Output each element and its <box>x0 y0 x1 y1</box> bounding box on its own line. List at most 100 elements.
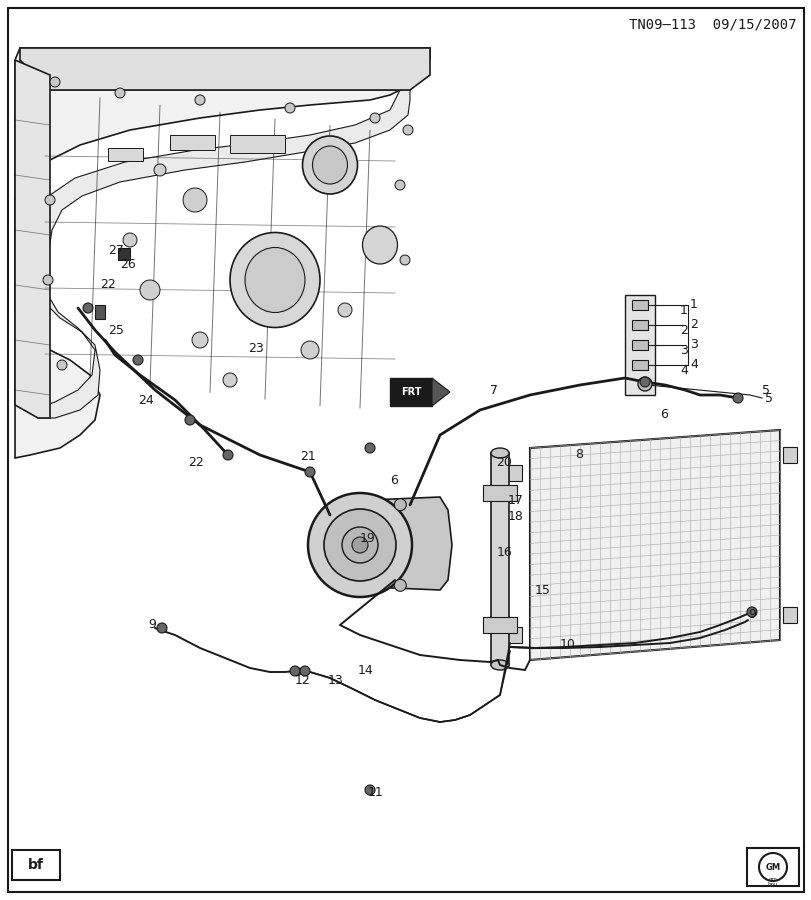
Polygon shape <box>20 48 430 90</box>
Text: 23: 23 <box>247 341 264 355</box>
Circle shape <box>394 580 406 591</box>
Circle shape <box>637 377 651 391</box>
Circle shape <box>365 785 375 795</box>
Text: 2: 2 <box>689 319 697 331</box>
Text: 15: 15 <box>534 583 550 597</box>
FancyBboxPatch shape <box>631 300 647 310</box>
Circle shape <box>133 355 143 365</box>
Circle shape <box>50 77 60 87</box>
Bar <box>169 135 215 150</box>
Circle shape <box>182 188 207 212</box>
Polygon shape <box>431 378 449 406</box>
Text: 17: 17 <box>508 493 523 507</box>
Text: 14: 14 <box>358 663 373 677</box>
Bar <box>118 248 130 260</box>
Text: 3: 3 <box>679 344 687 356</box>
Text: 24: 24 <box>138 393 153 407</box>
Bar <box>483 485 517 501</box>
Text: 13: 13 <box>328 673 343 687</box>
Ellipse shape <box>312 146 347 184</box>
Bar <box>483 617 517 633</box>
Text: 22: 22 <box>100 278 116 292</box>
Text: 20: 20 <box>496 455 511 469</box>
Bar <box>624 295 654 395</box>
Ellipse shape <box>245 248 305 312</box>
Ellipse shape <box>230 232 320 328</box>
Circle shape <box>57 360 67 370</box>
Bar <box>782 447 796 464</box>
Text: 19: 19 <box>359 533 375 545</box>
Text: gm
bpu: gm bpu <box>767 877 777 887</box>
Circle shape <box>400 255 410 265</box>
Circle shape <box>365 443 375 453</box>
Polygon shape <box>15 48 430 458</box>
Circle shape <box>290 666 299 676</box>
Circle shape <box>341 527 378 563</box>
Text: 18: 18 <box>508 510 523 524</box>
Circle shape <box>223 450 233 460</box>
Circle shape <box>43 275 53 285</box>
Text: 9: 9 <box>148 618 156 632</box>
Text: 25: 25 <box>108 323 124 337</box>
Circle shape <box>285 103 294 113</box>
Text: 6: 6 <box>659 409 667 421</box>
Text: 1: 1 <box>689 299 697 311</box>
Text: FRT: FRT <box>401 387 421 397</box>
Text: 4: 4 <box>689 358 697 372</box>
FancyBboxPatch shape <box>631 360 647 370</box>
Text: 5: 5 <box>764 392 772 404</box>
Text: 10: 10 <box>560 638 575 652</box>
Circle shape <box>639 377 649 387</box>
Circle shape <box>402 125 413 135</box>
Circle shape <box>370 113 380 123</box>
Bar <box>230 135 285 153</box>
Text: 27: 27 <box>108 244 124 256</box>
Polygon shape <box>15 60 50 418</box>
Circle shape <box>305 467 315 477</box>
Ellipse shape <box>491 660 508 670</box>
Circle shape <box>758 853 786 881</box>
Text: TN09–113  09/15/2007: TN09–113 09/15/2007 <box>629 18 796 32</box>
Circle shape <box>394 499 406 510</box>
Circle shape <box>122 233 137 247</box>
FancyBboxPatch shape <box>12 850 60 880</box>
Text: 2: 2 <box>679 323 687 337</box>
Text: 1: 1 <box>679 303 687 317</box>
Circle shape <box>139 280 160 300</box>
Bar <box>491 453 508 665</box>
FancyBboxPatch shape <box>631 340 647 350</box>
Text: bf: bf <box>28 858 44 872</box>
Circle shape <box>191 332 208 348</box>
Circle shape <box>195 95 204 105</box>
Text: 9: 9 <box>747 608 755 622</box>
Text: 6: 6 <box>389 473 397 487</box>
Circle shape <box>115 88 125 98</box>
Circle shape <box>337 303 351 317</box>
Bar <box>508 626 521 643</box>
Circle shape <box>223 373 237 387</box>
Text: GM: GM <box>765 862 779 871</box>
Text: 26: 26 <box>120 258 135 272</box>
Circle shape <box>307 493 411 597</box>
Bar <box>508 465 521 482</box>
Bar <box>782 607 796 623</box>
Circle shape <box>157 623 167 633</box>
Text: 16: 16 <box>496 546 512 560</box>
Polygon shape <box>35 75 410 418</box>
FancyBboxPatch shape <box>631 320 647 330</box>
Circle shape <box>324 509 396 581</box>
Circle shape <box>732 393 742 403</box>
Ellipse shape <box>362 226 397 264</box>
Text: 7: 7 <box>489 383 497 397</box>
Circle shape <box>394 180 405 190</box>
Polygon shape <box>370 497 452 590</box>
Circle shape <box>301 341 319 359</box>
Circle shape <box>154 164 165 176</box>
Ellipse shape <box>491 448 508 458</box>
Text: 4: 4 <box>679 364 687 376</box>
Text: 12: 12 <box>294 673 311 687</box>
Bar <box>108 148 143 161</box>
Circle shape <box>299 666 310 676</box>
Text: 11: 11 <box>367 787 384 799</box>
Text: 5: 5 <box>761 383 769 397</box>
